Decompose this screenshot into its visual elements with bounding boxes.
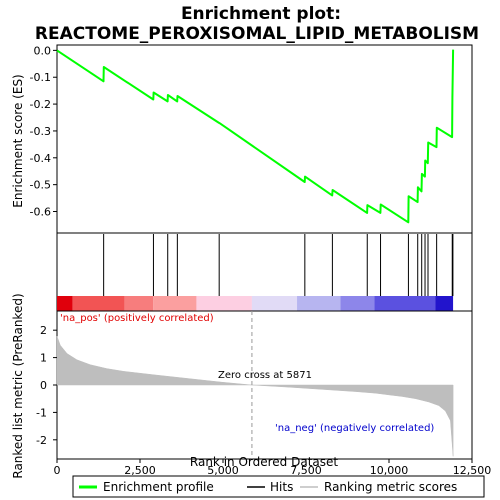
bottom-y-tick-label: -2 [36,434,47,447]
bottom-y-tick-label: 2 [40,324,47,337]
top-y-tick-label: -0.4 [30,152,51,165]
ranking-metric-area [56,336,454,457]
rank-band-segment [153,296,197,311]
rank-band-segment [297,296,341,311]
legend: Enrichment profile Hits Ranking metric s… [72,475,485,498]
hits-panel [56,232,473,312]
enrichment-score-panel: 0.0 -0.1 -0.2 -0.3 -0.4 -0.5 -0.6 [30,44,473,234]
chart-title-line1: Enrichment plot: [181,4,341,24]
top-y-tick-label: -0.3 [30,125,51,138]
legend-ranking-label: Ranking metric scores [324,480,457,494]
bottom-y-axis-label: Ranked list metric (PreRanked) [11,293,25,478]
rank-band-segment [374,296,436,311]
x-tick-label: 5,000 [207,464,239,477]
rank-band-segment [57,296,73,311]
x-tick-label: 2,500 [124,464,156,477]
top-y-axis-label: Enrichment score (ES) [11,74,25,207]
rank-band-segment [72,296,125,311]
x-tick-label: 7,500 [290,464,322,477]
bottom-y-tick-label: 1 [40,352,47,365]
legend-hits-label: Hits [270,480,293,494]
rank-band-segment [196,296,252,311]
rank-band-segment [124,296,154,311]
top-y-tick-label: -0.5 [30,179,51,192]
rank-band-segment [435,296,454,311]
rank-band-segment [251,296,298,311]
na-pos-label: 'na_pos' (positively correlated) [60,313,214,324]
x-axis-label: Rank in Ordered Dataset [190,455,338,469]
legend-frame [72,475,485,498]
rank-band-segment [340,296,375,311]
chart-title-line2: REACTOME_PEROXISOMAL_LIPID_METABOLISM [35,24,479,44]
bottom-y-tick-label: -1 [36,406,47,419]
na-neg-label: 'na_neg' (negatively correlated) [275,423,434,434]
x-axis: 0 2,500 5,000 7,500 10,000 12,500 [54,459,492,477]
top-y-tick-label: -0.6 [30,206,51,219]
legend-enrichment-label: Enrichment profile [103,480,214,494]
top-y-tick-label: 0.0 [34,44,52,57]
enrichment-score-frame [56,44,473,234]
x-tick-label: 12,500 [453,464,492,477]
x-tick-label: 10,000 [370,464,409,477]
enrichment-profile-line [56,49,455,224]
ranking-metric-panel: 2 1 0 -1 -2 'na_pos' (positively correlated)… [36,310,473,460]
bottom-y-tick-label: 0 [40,379,47,392]
top-y-tick-label: -0.2 [30,98,51,111]
top-y-tick-label: -0.1 [30,71,51,84]
zero-cross-label: Zero cross at 5871 [218,370,312,381]
x-tick-label: 0 [54,464,61,477]
